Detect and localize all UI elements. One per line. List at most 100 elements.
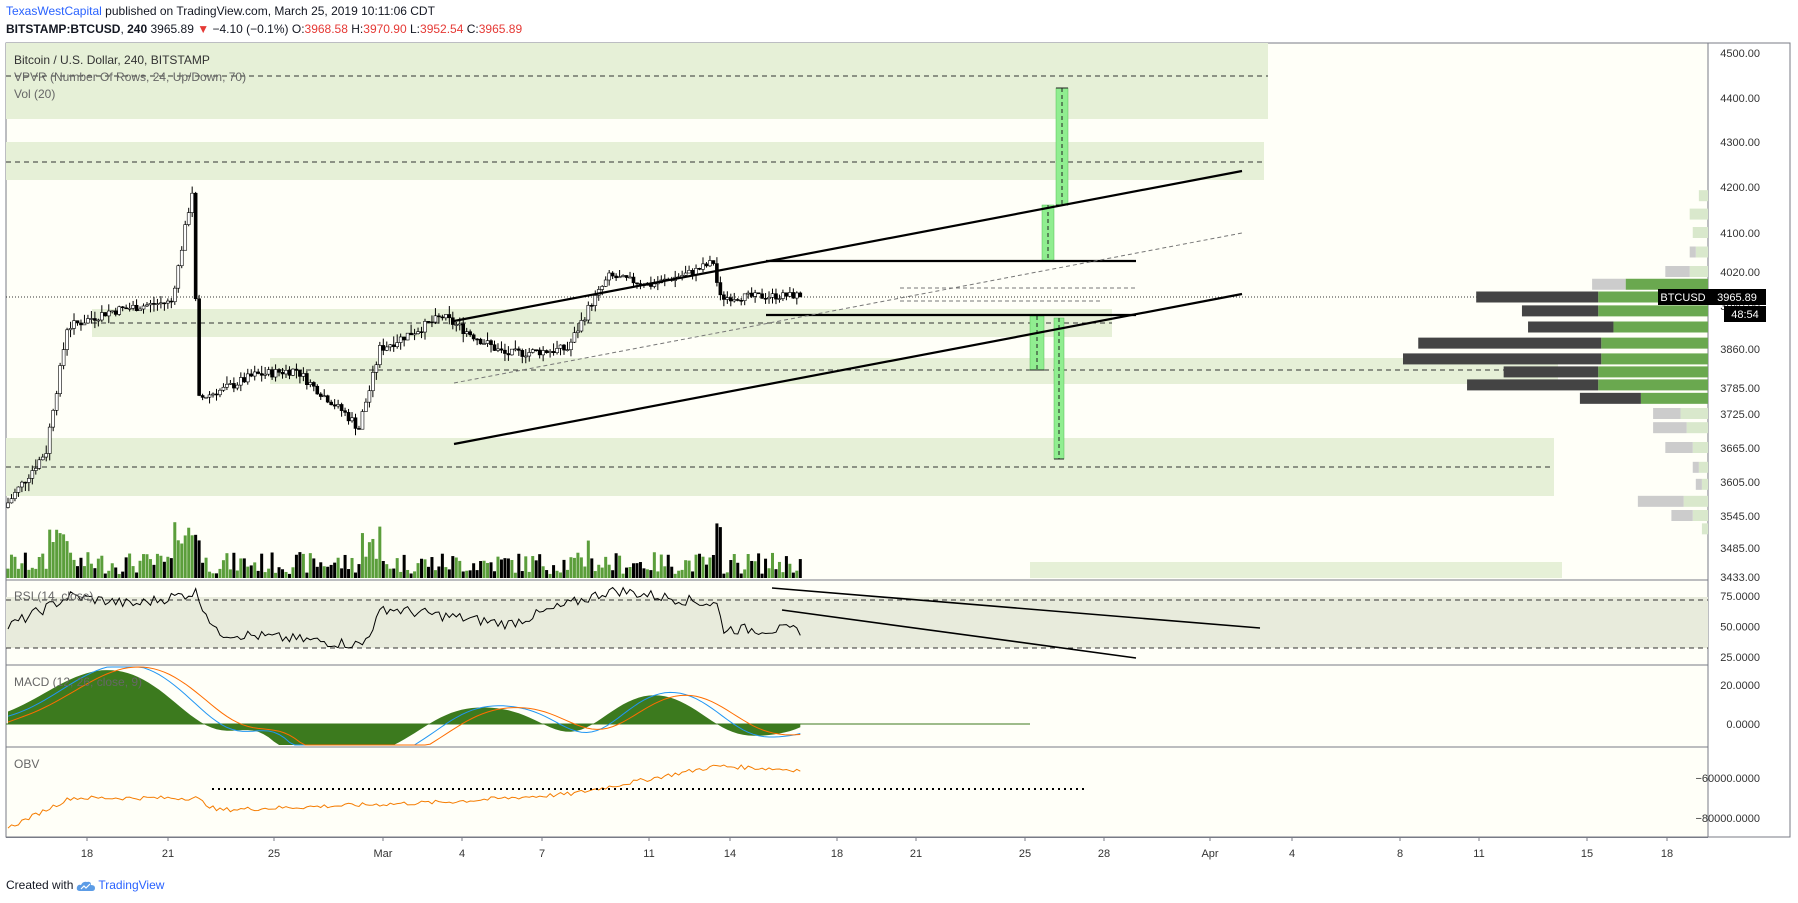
volume-bar [746, 554, 750, 578]
candle-body [239, 377, 243, 386]
candle-body [16, 486, 21, 493]
macd-legend[interactable]: MACD (12, 26, close, 9) [14, 675, 142, 689]
candle-body [93, 318, 97, 321]
candle-body [311, 382, 316, 387]
volume-bar [784, 556, 788, 578]
price-axis[interactable] [1707, 42, 1791, 838]
candle-body [777, 298, 782, 300]
candle-body [284, 369, 288, 375]
volume-bar [374, 558, 378, 578]
profile-up-bar [1701, 523, 1708, 535]
volume-bar [260, 553, 264, 578]
price-tick-label: 4020.00 [1720, 267, 1760, 279]
vpvr-legend[interactable]: VPVR (Number Of Rows, 24, Up/Down, 70) [14, 70, 246, 84]
candle-body [583, 319, 587, 322]
tradingview-brand: TradingView [98, 878, 165, 892]
volume-bar [659, 554, 663, 578]
volume-bar [552, 565, 556, 578]
profile-down-bar [1689, 246, 1696, 258]
candle-body [336, 404, 340, 407]
candle-body [631, 276, 636, 284]
main-legend-title[interactable]: Bitcoin / U.S. Dollar, 240, BITSTAMP [14, 53, 210, 67]
target-boxes [1029, 87, 1069, 460]
candle-body [722, 294, 726, 300]
obv-legend[interactable]: OBV [14, 757, 39, 771]
candle-body [89, 318, 94, 320]
volume-bar [96, 558, 100, 578]
volume-bar [58, 533, 62, 578]
candle-body [110, 310, 115, 313]
rsi-band [6, 597, 1708, 648]
volume-bar [663, 566, 667, 578]
candle-body [520, 350, 525, 357]
candle-body [419, 331, 424, 333]
candle-body [242, 377, 247, 383]
candle-body [697, 268, 702, 270]
volume-bar [423, 559, 427, 578]
volume-bar [433, 570, 437, 578]
published-text: published on TradingView.com, March 25, … [105, 4, 435, 18]
profile-down-bar [1503, 366, 1599, 378]
volume-bar [687, 560, 691, 578]
time-tick-label: 18 [1661, 848, 1673, 860]
candle-body [735, 299, 740, 301]
price-tick-label: 3785.00 [1720, 383, 1760, 395]
volume-bar [503, 558, 507, 578]
low-value: 3952.54 [420, 22, 464, 36]
candle-body [718, 282, 723, 296]
candle-body [471, 334, 476, 340]
symbol-tag: BTCUSD [1660, 292, 1705, 304]
price-tick-label: 3860.00 [1720, 344, 1760, 356]
candle-body [603, 279, 608, 287]
time-axis-labels: 18 21 25 Mar 4 7 11 14 18 21 25 28 Apr 4 8 11 15 18 [81, 837, 1673, 860]
volume-bar [618, 555, 622, 578]
volume-bar [489, 562, 493, 578]
tradingview-logo[interactable]: TradingView [76, 878, 164, 892]
candle-body [58, 365, 62, 394]
candle-body [784, 292, 789, 297]
volume-bar [176, 540, 180, 578]
volume-bar [117, 573, 121, 578]
candle-body [270, 369, 274, 378]
volume-bar [541, 566, 545, 578]
candle-body [763, 297, 768, 300]
volume-bar [55, 529, 59, 578]
author-link[interactable]: TexasWestCapital [6, 4, 102, 18]
close-label: C: [466, 22, 479, 36]
volume-bar [357, 564, 361, 578]
volume-bar [725, 572, 729, 578]
obv-pane[interactable] [5, 746, 1709, 838]
volume-bar [611, 570, 615, 578]
candle-body [756, 292, 761, 295]
rsi-legend[interactable]: RSI (14, close) [14, 589, 93, 603]
volume-bar [364, 556, 368, 578]
volume-bar [621, 573, 625, 578]
price-tick-label: 3485.00 [1720, 543, 1760, 555]
volume-bar [312, 558, 316, 578]
candle-body [134, 304, 139, 311]
profile-down-bar [1653, 422, 1687, 434]
volume-bar [110, 563, 114, 578]
candle-body [600, 286, 605, 290]
volume-bar [9, 554, 13, 578]
candle-body [485, 340, 490, 344]
volume-bar [781, 572, 785, 578]
candle-body [475, 338, 479, 341]
volume-bar [437, 566, 441, 578]
macd-pane[interactable] [5, 664, 1709, 748]
vol-legend[interactable]: Vol (20) [14, 87, 55, 101]
volume-bar [708, 557, 712, 578]
volume-bar [406, 569, 410, 578]
candle-body [287, 369, 292, 376]
candle-body [75, 320, 80, 324]
volume-bar [232, 552, 236, 578]
volume-bar [420, 558, 424, 578]
volume-bar [632, 563, 635, 578]
profile-up-bar [1640, 392, 1708, 404]
candle-body [798, 292, 803, 298]
volume-profile [1403, 190, 1708, 535]
profile-down-bar [1671, 510, 1693, 521]
volume-bar [173, 522, 177, 578]
volume-bar [48, 529, 52, 578]
